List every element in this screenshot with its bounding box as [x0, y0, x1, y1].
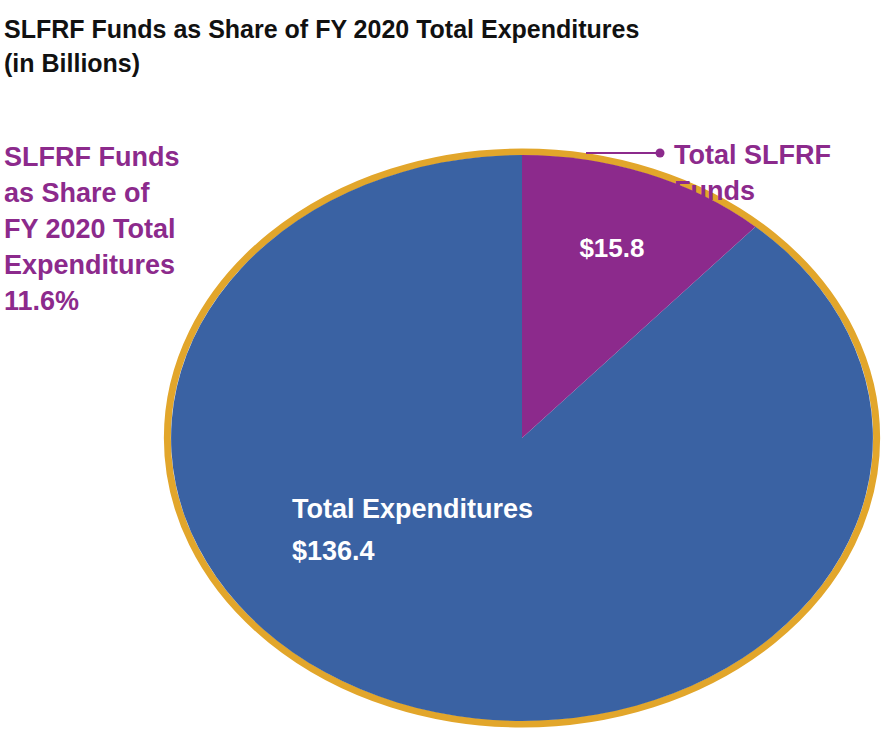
subtitle: (in Billions) [4, 49, 140, 77]
legend-label: Total SLFRFFunds [674, 140, 831, 206]
total-slice [171, 155, 873, 721]
share-label: 11.6% [4, 286, 79, 316]
total-label: $136.4 [292, 536, 375, 566]
callout-dot [656, 149, 665, 158]
callout-line [586, 152, 660, 154]
slfrf-slice [522, 155, 755, 438]
annotation: FY 2020 Total [4, 214, 176, 244]
chart: SLFRF Funds as Share of FY 2020 Total Ex… [0, 0, 889, 731]
total-name: Total Expenditures [292, 494, 533, 524]
annotation: SLFRF Funds [4, 142, 179, 172]
annotation: Expenditures [4, 250, 175, 280]
value-label: $15.8 [579, 233, 644, 263]
title: SLFRF Funds as Share of FY 2020 Total Ex… [4, 15, 639, 43]
annotation: as Share of [4, 178, 151, 208]
pie [167, 152, 876, 724]
pie-ring [167, 152, 876, 724]
